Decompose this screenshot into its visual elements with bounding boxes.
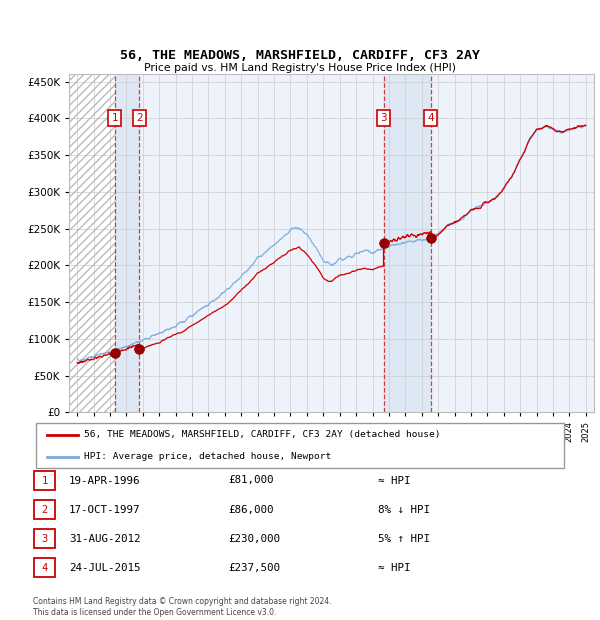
Text: 3: 3 [380, 113, 387, 123]
Text: £81,000: £81,000 [228, 476, 274, 485]
Text: 4: 4 [41, 563, 47, 573]
Text: 4: 4 [428, 113, 434, 123]
Text: £230,000: £230,000 [228, 534, 280, 544]
Text: 17-OCT-1997: 17-OCT-1997 [69, 505, 140, 515]
Bar [69, 74, 115, 412]
Text: 3: 3 [41, 534, 47, 544]
Text: 24-JUL-2015: 24-JUL-2015 [69, 563, 140, 573]
Text: Contains HM Land Registry data © Crown copyright and database right 2024.
This d: Contains HM Land Registry data © Crown c… [33, 598, 331, 617]
Bar [69, 74, 115, 412]
Text: 1: 1 [112, 113, 118, 123]
Text: 56, THE MEADOWS, MARSHFIELD, CARDIFF, CF3 2AY: 56, THE MEADOWS, MARSHFIELD, CARDIFF, CF… [120, 49, 480, 62]
Bar [115, 74, 139, 412]
Text: HPI: Average price, detached house, Newport: HPI: Average price, detached house, Newp… [83, 453, 331, 461]
Text: 2: 2 [41, 505, 47, 515]
Text: ≈ HPI: ≈ HPI [378, 476, 410, 485]
Text: 31-AUG-2012: 31-AUG-2012 [69, 534, 140, 544]
Text: 2: 2 [136, 113, 143, 123]
Text: £86,000: £86,000 [228, 505, 274, 515]
Text: 5% ↑ HPI: 5% ↑ HPI [378, 534, 430, 544]
Bar [383, 74, 431, 412]
Text: 19-APR-1996: 19-APR-1996 [69, 476, 140, 485]
Text: ≈ HPI: ≈ HPI [378, 563, 410, 573]
Text: 56, THE MEADOWS, MARSHFIELD, CARDIFF, CF3 2AY (detached house): 56, THE MEADOWS, MARSHFIELD, CARDIFF, CF… [83, 430, 440, 439]
Text: 1: 1 [41, 476, 47, 485]
Text: 8% ↓ HPI: 8% ↓ HPI [378, 505, 430, 515]
Text: £237,500: £237,500 [228, 563, 280, 573]
Text: Price paid vs. HM Land Registry's House Price Index (HPI): Price paid vs. HM Land Registry's House … [144, 63, 456, 73]
